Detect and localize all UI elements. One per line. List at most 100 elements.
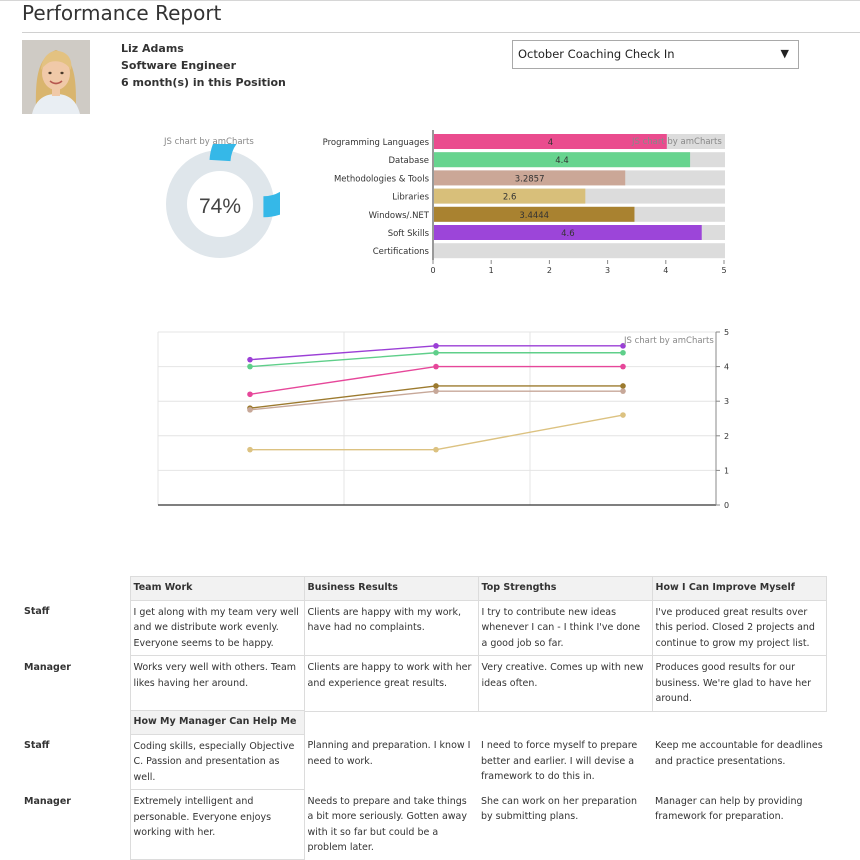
bar[interactable] — [434, 206, 635, 222]
bar-value-label: 3.2857 — [515, 174, 545, 184]
avatar — [22, 40, 90, 114]
line-axis-tick-label: 0 — [724, 501, 729, 510]
skills-bar-chart: Programming Languages 4 Database 4.4 Methodo… — [323, 130, 727, 275]
table-cell: Keep me accountable for deadlines and pr… — [655, 740, 823, 767]
column-header-improve-myself: How I Can Improve Myself — [651, 576, 827, 601]
employee-name: Liz Adams — [121, 42, 184, 55]
line-point[interactable] — [247, 407, 253, 413]
donut-chart: 74% — [166, 144, 280, 258]
table-row-staff: Staff Coding skills, especially Objectiv… — [0, 733, 826, 790]
bar-category-label: Windows/.NET — [369, 211, 430, 221]
table-cell: I try to contribute new ideas whenever I… — [477, 599, 653, 656]
table-cell: She can work on her preparation by submi… — [481, 795, 638, 823]
bar-axis-tick-label: 2 — [547, 266, 552, 275]
profile-info: Liz Adams Software Engineer 6 month(s) i… — [121, 40, 286, 91]
line-axis-tick-label: 4 — [724, 363, 729, 372]
page-title: Performance Report — [22, 1, 222, 25]
table-cell: Coding skills, especially Objective C. P… — [129, 733, 305, 790]
line-point[interactable] — [433, 343, 439, 349]
bar[interactable] — [434, 225, 702, 240]
bar-value-label: 4.4 — [555, 156, 569, 166]
feedback-table: Team Work Business Results Top Strengths… — [0, 576, 827, 712]
line-point[interactable] — [620, 412, 626, 418]
line-point[interactable] — [433, 363, 439, 370]
header-spacer — [304, 711, 478, 735]
header-spacer — [0, 711, 130, 735]
bar-value-label: 4 — [548, 138, 553, 148]
table-cell: I need to force myself to prepare better… — [481, 740, 638, 782]
line-point[interactable] — [620, 388, 626, 394]
bar[interactable] — [434, 188, 586, 204]
line-point[interactable] — [433, 388, 439, 394]
table-cell: Clients are happy to work with her and e… — [303, 655, 479, 712]
column-header-top-strengths: Top Strengths — [477, 576, 653, 601]
table-cell: Very creative. Comes up with new ideas o… — [477, 655, 653, 712]
table-cell: I've produced great results over this pe… — [651, 599, 827, 656]
line-point[interactable] — [247, 356, 253, 363]
review-period-select[interactable]: October Coaching Check In ▼ — [512, 40, 799, 69]
table-row-manager: Manager Works very well with others. Tea… — [0, 655, 827, 712]
review-period-value: October Coaching Check In — [518, 47, 675, 61]
bar-axis-tick-label: 5 — [721, 266, 726, 275]
bar-category-label: Certifications — [373, 247, 430, 257]
line-point[interactable] — [247, 391, 253, 398]
header-spacer — [652, 711, 826, 735]
line-point[interactable] — [620, 383, 626, 389]
line-axis-tick-label: 1 — [724, 466, 729, 475]
table-cell: Needs to prepare and take things a bit m… — [307, 795, 468, 854]
row-label-manager: Manager — [24, 661, 71, 673]
line-chart-watermark[interactable]: JS chart by amCharts — [624, 336, 714, 346]
column-header-manager-help: How My Manager Can Help Me — [129, 710, 305, 735]
line-point[interactable] — [247, 363, 253, 370]
bar-axis-tick-label: 0 — [430, 266, 435, 275]
bar-category-label: Database — [388, 156, 429, 166]
progress-line-chart: 0 1 2 3 4 5 — [157, 328, 729, 510]
line-axis-tick-label: 2 — [724, 432, 729, 441]
column-header-business-results: Business Results — [303, 576, 479, 601]
line-point[interactable] — [620, 363, 626, 370]
line-point[interactable] — [433, 446, 439, 453]
line-series — [250, 414, 624, 451]
table-cell: Clients are happy with my work, have had… — [303, 599, 479, 656]
table-cell: Extremely intelligent and personable. Ev… — [129, 789, 305, 860]
table-cell: Manager can help by providing framework … — [655, 795, 803, 823]
table-row-manager: Manager Extremely intelligent and person… — [0, 789, 826, 860]
table-cell: I get along with my team very well and w… — [129, 599, 305, 656]
bar-category-label: Programming Languages — [323, 138, 430, 148]
row-label-staff: Staff — [24, 740, 50, 751]
donut-center-label: 74% — [199, 195, 241, 218]
donut-chart-watermark[interactable]: JS chart by amCharts — [164, 137, 254, 147]
bar-axis-tick-label: 4 — [663, 266, 668, 275]
line-point[interactable] — [433, 383, 439, 389]
line-point[interactable] — [247, 446, 253, 453]
bar-axis-tick-label: 1 — [489, 266, 494, 275]
table-row-staff: Staff I get along with my team very well… — [0, 599, 827, 656]
column-header-team-work: Team Work — [129, 576, 305, 601]
table-cell: Planning and preparation. I know I need … — [307, 740, 471, 767]
employee-role: Software Engineer — [121, 59, 236, 72]
bar[interactable] — [434, 134, 667, 149]
bar-axis-tick-label: 3 — [605, 266, 610, 275]
line-point[interactable] — [433, 349, 439, 356]
bar[interactable] — [434, 170, 626, 186]
bar-value-label: 3.4444 — [519, 211, 549, 221]
employee-tenure: 6 month(s) in this Position — [121, 76, 286, 89]
line-point[interactable] — [620, 343, 626, 349]
row-label-manager: Manager — [24, 795, 71, 807]
bar-category-label: Libraries — [392, 193, 429, 203]
line-axis-tick-label: 5 — [724, 328, 729, 337]
line-point[interactable] — [620, 349, 626, 356]
table-cell: Produces good results for our business. … — [651, 655, 827, 712]
chevron-down-icon: ▼ — [780, 47, 789, 60]
manager-help-table: How My Manager Can Help Me Staff Coding … — [0, 710, 827, 860]
bar-chart-watermark[interactable]: JS chart by amCharts — [632, 137, 722, 147]
top-border — [0, 0, 860, 1]
table-cell: Works very well with others. Team likes … — [129, 655, 305, 712]
bar-category-label: Methodologies & Tools — [334, 174, 430, 184]
header-spacer — [0, 577, 130, 601]
line-axis-tick-label: 3 — [724, 397, 729, 406]
avatar-portrait-image — [22, 40, 90, 114]
bar[interactable] — [434, 152, 691, 168]
header-spacer — [478, 711, 652, 735]
bar-value-label: 2.6 — [503, 193, 517, 203]
